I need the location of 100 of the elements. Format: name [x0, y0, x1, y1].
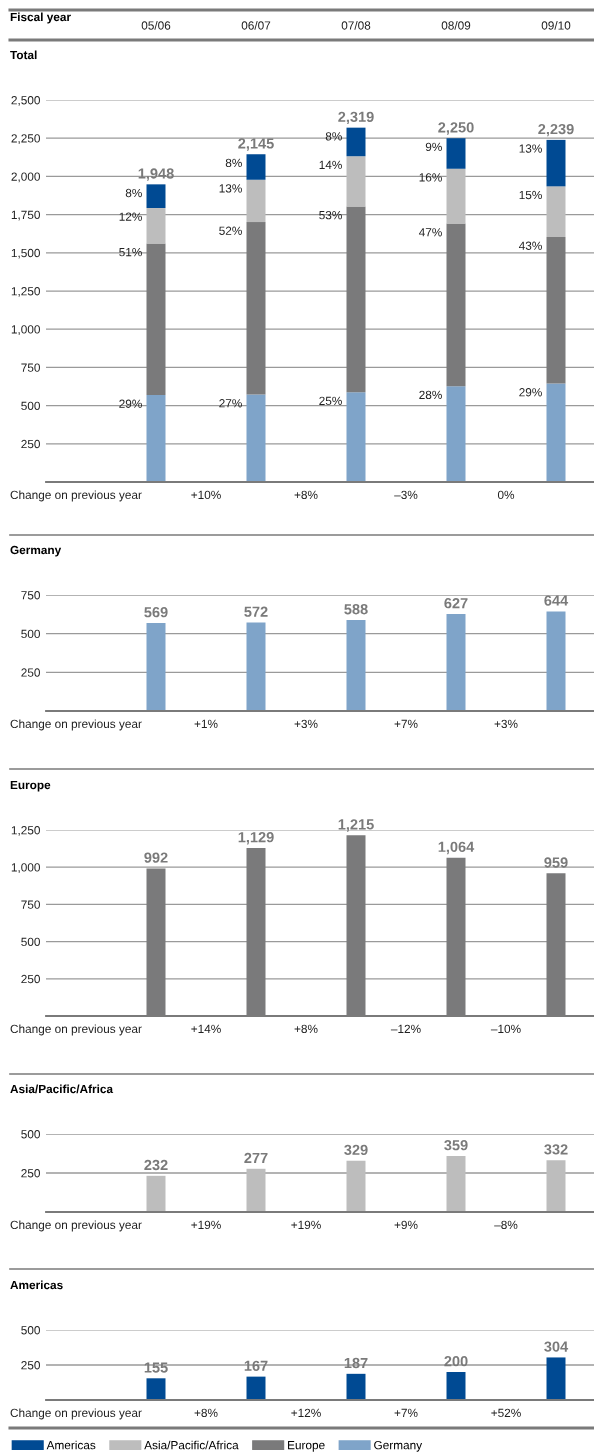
- bar: [146, 1175, 166, 1212]
- bar: [246, 1168, 266, 1212]
- text: +9%: [394, 1220, 418, 1230]
- x-axis-title: Fiscal year: [10, 12, 71, 24]
- annotation: 8%: [225, 158, 242, 168]
- data-label: 329: [344, 1144, 368, 1156]
- bar: [246, 622, 266, 711]
- legend-label: Asia/Pacific/Africa: [144, 1440, 239, 1450]
- text: Change on previous year: [10, 1408, 142, 1420]
- text: +1%: [194, 719, 218, 729]
- bar: [546, 1160, 566, 1212]
- text: Change on previous year: [10, 1024, 142, 1036]
- bar: [446, 223, 466, 387]
- data-label: 304: [544, 1341, 569, 1352]
- annotation: 53%: [319, 210, 342, 220]
- bar: [246, 1376, 266, 1400]
- bar: [446, 614, 466, 711]
- text: –8%: [494, 1220, 518, 1230]
- x-tick-label: 09/10: [541, 21, 571, 30]
- y-tick-label: 250: [21, 1169, 40, 1178]
- bar: [446, 168, 466, 224]
- y-tick-label: 750: [21, 900, 40, 909]
- chart-title: Europe: [10, 780, 51, 792]
- y-tick-label: 500: [21, 401, 40, 410]
- text: +3%: [294, 719, 318, 729]
- annotation: 25%: [319, 396, 342, 405]
- text: +7%: [394, 1408, 418, 1418]
- y-tick-label: 1,250: [11, 826, 40, 836]
- data-label: 332: [544, 1144, 568, 1155]
- bar: [446, 1372, 466, 1400]
- text: +7%: [394, 719, 418, 729]
- y-tick-label: 250: [21, 1361, 40, 1370]
- annotation: 12%: [119, 212, 142, 221]
- bar: [446, 1156, 466, 1212]
- annotation: 15%: [519, 190, 542, 200]
- y-tick-label: 2,250: [11, 134, 40, 144]
- y-tick-label: 750: [21, 363, 40, 372]
- bar: [146, 208, 166, 244]
- text: +10%: [191, 490, 221, 500]
- y-tick-label: 250: [21, 439, 40, 449]
- y-tick-label: 2,000: [11, 172, 40, 183]
- text: +52%: [491, 1408, 521, 1418]
- text: +8%: [194, 1408, 218, 1418]
- text: Change on previous year: [10, 719, 142, 731]
- chart-title: Total: [10, 50, 37, 60]
- y-tick-label: 1,000: [11, 325, 40, 335]
- data-label: 627: [444, 598, 468, 609]
- annotation: 27%: [219, 399, 242, 408]
- bar: [346, 206, 366, 393]
- bar: [146, 622, 166, 711]
- chart-title: Americas: [10, 1280, 63, 1290]
- bar: [246, 179, 266, 223]
- y-tick-label: 500: [21, 937, 40, 946]
- text: –10%: [490, 1024, 521, 1034]
- data-label: 359: [444, 1140, 468, 1151]
- data-label: 569: [144, 607, 168, 618]
- legend-label: Europe: [288, 1441, 325, 1452]
- bar: [246, 222, 266, 395]
- bar: [346, 156, 366, 207]
- data-label: 1,215: [338, 819, 374, 832]
- text: –12%: [390, 1024, 421, 1034]
- bar: [446, 386, 466, 482]
- text: +19%: [291, 1220, 321, 1230]
- y-tick-label: 750: [21, 591, 40, 600]
- annotation: 8%: [325, 132, 342, 141]
- bar: [346, 1160, 366, 1212]
- text: +8%: [294, 490, 318, 500]
- text: +19%: [191, 1220, 221, 1230]
- annotation: 8%: [125, 188, 142, 198]
- data-label: 572: [244, 606, 268, 617]
- annotation: 28%: [419, 390, 442, 400]
- text: +8%: [294, 1024, 318, 1034]
- bar: [246, 394, 266, 482]
- legend-label: Americas: [46, 1440, 96, 1450]
- y-tick-label: 1,500: [11, 248, 40, 259]
- annotation: 47%: [418, 228, 442, 237]
- annotation: 52%: [219, 226, 242, 235]
- y-tick-label: 1,750: [11, 210, 40, 221]
- data-label: 992: [144, 852, 168, 863]
- y-tick-label: 500: [21, 1326, 40, 1335]
- y-tick-label: 500: [21, 629, 40, 639]
- bar: [546, 186, 566, 238]
- x-tick-label: 07/08: [341, 21, 371, 30]
- y-tick-label: 250: [21, 668, 40, 677]
- bar: [246, 154, 266, 180]
- bar: [146, 243, 166, 396]
- data-label: 232: [144, 1159, 168, 1171]
- text: +14%: [191, 1024, 221, 1034]
- bar: [546, 139, 566, 187]
- bar: [346, 620, 366, 711]
- annotation: 13%: [519, 144, 542, 153]
- data-label: 588: [344, 604, 368, 615]
- x-tick-label: 06/07: [241, 21, 271, 30]
- bar: [546, 383, 566, 482]
- y-tick-label: 1,250: [11, 287, 40, 297]
- bar: [146, 395, 166, 482]
- legend-label: Germany: [374, 1440, 423, 1452]
- text: 0%: [497, 490, 515, 500]
- annotation: 16%: [419, 173, 442, 182]
- annotation: 9%: [425, 142, 442, 152]
